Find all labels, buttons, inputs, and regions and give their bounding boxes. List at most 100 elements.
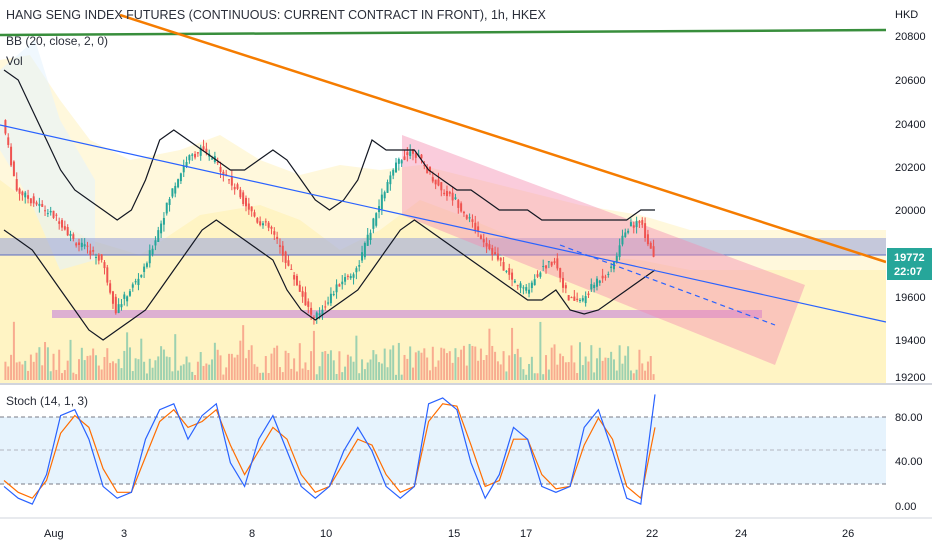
candle-body [590,284,593,290]
volume-bar [508,355,511,380]
volume-bar [157,356,160,380]
last-price-value: 19772 [894,252,925,264]
candle-body [160,223,163,234]
candle-body [123,294,126,299]
volume-bar [143,361,146,380]
volume-bar [539,321,542,380]
volume-bar [162,349,165,380]
volume-bar [496,361,499,380]
candle-body [479,235,482,240]
time-axis[interactable] [0,519,932,550]
volume-bar [177,370,180,380]
volume-bar [584,356,587,380]
candle-body [168,199,171,205]
bb-lower-line [3,219,656,341]
candle-body [638,220,641,224]
volume-bar [530,356,533,380]
volume-bar [114,363,117,380]
candle-body [502,262,505,271]
stoch-indicator-label[interactable]: Stoch (14, 1, 3) [6,394,89,408]
stoch-k-line [3,394,656,505]
volume-bar [562,356,565,380]
volume-bar [188,362,191,380]
candle-body [528,289,531,294]
volume-bar [148,358,151,380]
volume-bar [443,348,446,380]
trendline-green [0,28,887,37]
candle-body [440,182,443,191]
candle-body [310,307,313,315]
volume-bar [448,351,451,380]
candle-body [94,257,97,259]
volume-bar [35,352,38,380]
candle-body [559,268,562,278]
candle-body [29,198,32,204]
trendline-orange [119,13,887,264]
volume-bar [83,360,86,380]
volume-bar [208,364,211,380]
volume-bar [553,344,556,380]
volume-bar [332,360,335,380]
candle-body [629,222,632,227]
volume-bar [318,366,321,380]
volume-bar [298,343,301,380]
candle-body [120,304,123,308]
volume-bar [502,351,505,380]
candle-body [287,260,290,266]
candle-body [261,223,264,226]
volume-bar [41,365,44,380]
volume-bar [485,355,488,380]
bb-indicator-label[interactable]: BB (20, close, 2, 0) [6,34,109,48]
volume-bar [392,345,395,380]
price-axis[interactable] [886,0,932,383]
volume-bar [468,343,471,380]
candle-body [63,226,66,230]
volume-bar [474,346,477,380]
candle-body [151,248,154,255]
volume-bar [644,370,647,380]
volume-bar [395,374,398,380]
candle-body [338,284,341,287]
volume-bar [151,367,154,380]
volume-bar [522,369,525,380]
volume-bar [310,351,313,380]
candle-body [250,206,253,212]
candle-body [562,277,565,288]
candle-body [556,258,559,269]
volume-bar [21,364,24,380]
candle-body [315,312,318,319]
volume-bar [284,350,287,380]
candle-body [624,232,627,238]
candle-body [601,275,604,279]
candle-body [352,274,355,278]
volume-indicator-label[interactable]: Vol [6,54,23,68]
volume-bar [426,357,429,380]
volume-bar [92,348,95,380]
candle-body [641,220,644,225]
candle-body [400,160,403,164]
stoch-axis[interactable] [886,386,932,517]
candle-body [426,167,429,174]
volume-bar [168,357,171,380]
volume-bar [261,372,264,380]
volume-bar [440,347,443,380]
volume-bar [12,321,15,380]
candle-body [165,202,168,214]
candle-body [652,246,655,257]
volume-bar [612,359,615,380]
candle-body [32,196,35,204]
volume-bar [61,373,64,380]
volume-bar [601,360,604,380]
candle-body [80,242,83,248]
candle-body [298,284,301,292]
volume-bar [400,374,403,380]
candle-body [570,297,573,299]
price-tick-label: 19600 [895,292,926,304]
stoch-tick-label: 40.00 [895,456,923,468]
bb-upper-line [3,69,655,221]
volume-bar [89,355,92,380]
volume-bar [78,359,81,380]
candle-body [329,293,332,304]
candle-body [403,156,406,160]
